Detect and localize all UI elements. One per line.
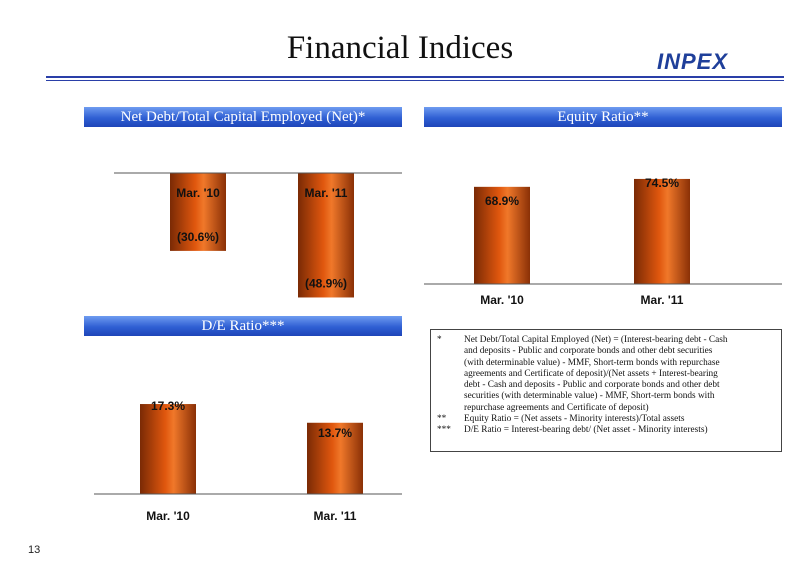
bar-de_ratio-1 xyxy=(307,422,363,494)
footnote-marker: *** xyxy=(437,425,451,436)
equity-ratio-chart: 68.9% Mar. '10 74.5% Mar. '11 xyxy=(424,176,782,307)
footnote-line: D/E Ratio = Interest-bearing debt/ (Net … xyxy=(464,425,708,436)
value-label-net_debt-1: (48.9%) xyxy=(305,276,347,290)
category-label-equity_ratio-0: Mar. '10 xyxy=(480,293,524,307)
value-label-de_ratio-0: 17.3% xyxy=(151,399,185,413)
footnote-line: debt - Cash and deposits - Public and co… xyxy=(464,380,720,391)
title-divider-thin xyxy=(46,80,784,81)
equity-ratio-chart-header: Equity Ratio** xyxy=(424,107,782,127)
category-label-net_debt-0: Mar. '10 xyxy=(176,186,220,200)
footnote-text: Equity Ratio = (Net assets - Minority in… xyxy=(464,414,775,425)
bar-net_debt-0 xyxy=(170,173,226,251)
bar-net_debt-1 xyxy=(298,173,354,298)
net-debt-chart-header: Net Debt/Total Capital Employed (Net)* xyxy=(84,107,402,127)
value-label-equity_ratio-1: 74.5% xyxy=(645,176,679,190)
footnote-line: Net Debt/Total Capital Employed (Net) = … xyxy=(464,335,728,345)
footnote-line: repurchase agreements and Certificate of… xyxy=(464,402,649,413)
value-label-net_debt-0: (30.6%) xyxy=(177,230,219,244)
value-label-de_ratio-1: 13.7% xyxy=(318,426,352,440)
category-label-de_ratio-0: Mar. '10 xyxy=(146,509,190,523)
page-title: Financial Indices xyxy=(286,30,514,66)
footnote-line: Equity Ratio = (Net assets - Minority in… xyxy=(464,414,685,425)
category-label-net_debt-1: Mar. '11 xyxy=(305,186,348,200)
footnote-marker: ** xyxy=(437,414,447,425)
footnote-line: (with determinable value) - MMF, Short-t… xyxy=(464,357,720,368)
category-label-equity_ratio-1: Mar. '11 xyxy=(641,293,684,307)
title-divider xyxy=(46,76,784,78)
bar-de_ratio-0 xyxy=(140,404,196,494)
de-ratio-chart-header: D/E Ratio*** xyxy=(84,316,402,336)
footnote-line: and deposits - Public and corporate bond… xyxy=(464,346,713,357)
inpex-logo: INPEX xyxy=(657,49,729,74)
footnote-text: Net Debt/Total Capital Employed (Net) = … xyxy=(464,335,775,414)
bar-equity_ratio-0 xyxy=(474,186,530,284)
footnote-2: ** Equity Ratio = (Net assets - Minority … xyxy=(437,414,775,425)
bar-equity_ratio-1 xyxy=(634,178,690,284)
footnote-text: D/E Ratio = Interest-bearing debt/ (Net … xyxy=(464,425,775,436)
footnote-line: securities (with determinable value) - M… xyxy=(464,391,715,402)
footnote-marker: * xyxy=(437,335,442,345)
net-debt-chart: (30.6%) Mar. '10 (48.9%) Mar. '11 xyxy=(114,172,402,298)
footnote-line: agreements and Certificate of deposit)/(… xyxy=(464,368,718,379)
footnote-1: * Net Debt/Total Capital Employed (Net) =… xyxy=(437,335,775,414)
footnotes-box: * Net Debt/Total Capital Employed (Net) =… xyxy=(430,329,782,452)
footnote-3: *** D/E Ratio = Interest-bearing debt/ (N… xyxy=(437,425,775,436)
page-number: 13 xyxy=(28,544,41,556)
value-label-equity_ratio-0: 68.9% xyxy=(485,194,519,208)
category-label-de_ratio-1: Mar. '11 xyxy=(314,509,357,523)
de-ratio-chart: 17.3% Mar. '10 13.7% Mar. '11 xyxy=(94,399,402,523)
